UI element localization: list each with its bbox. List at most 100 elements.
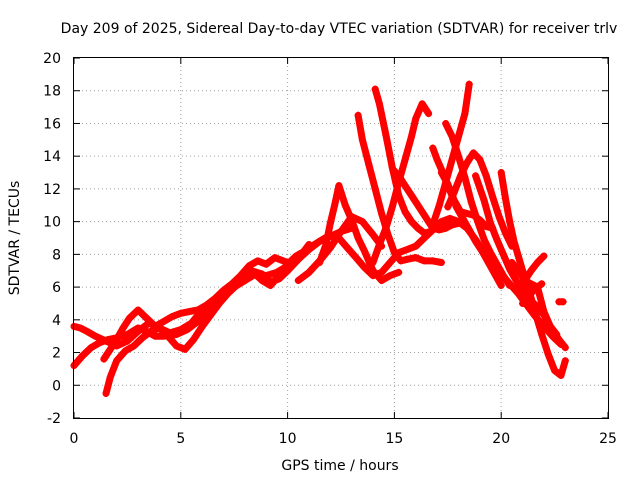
series-track: [371, 85, 458, 237]
y-tick-label: 0: [52, 378, 61, 394]
data-point: [497, 169, 505, 177]
data-point: [134, 324, 142, 332]
data-point: [151, 332, 159, 340]
data-point: [454, 152, 462, 160]
data-point: [561, 357, 569, 365]
data-point: [237, 272, 245, 280]
data-point: [487, 249, 495, 257]
data-point: [412, 242, 420, 250]
y-axis-label: SDTVAR / TECUs: [7, 181, 23, 296]
data-point: [173, 342, 181, 350]
data-point: [382, 224, 390, 232]
data-point: [474, 218, 482, 226]
data-point: [343, 244, 351, 252]
data-point: [87, 344, 95, 352]
y-tick-label: 16: [43, 116, 61, 132]
data-point: [450, 196, 458, 204]
data-point: [177, 309, 185, 317]
data-point: [202, 301, 210, 309]
x-tick-label: 0: [70, 431, 79, 447]
data-point: [407, 133, 415, 141]
data-point: [538, 280, 546, 288]
y-tick-label: 2: [52, 346, 61, 362]
data-point: [508, 259, 516, 267]
x-tick-label: 20: [492, 431, 510, 447]
data-point: [416, 205, 424, 213]
data-point: [164, 332, 172, 340]
data-point: [296, 252, 304, 260]
y-tick-label: 18: [43, 84, 61, 100]
data-point: [425, 110, 433, 118]
data-point: [123, 331, 131, 339]
data-point: [429, 144, 437, 152]
data-point: [181, 345, 189, 353]
data-point: [378, 277, 386, 285]
data-point: [138, 334, 146, 342]
data-point: [487, 219, 495, 227]
y-tick-label: 12: [43, 182, 61, 198]
data-point: [403, 255, 411, 263]
data-point: [410, 195, 418, 203]
data-point: [397, 257, 405, 265]
data-point: [467, 198, 475, 206]
data-point: [211, 295, 219, 303]
data-point: [378, 209, 386, 217]
data-point: [491, 270, 499, 278]
data-point: [326, 219, 334, 227]
data-point: [501, 195, 509, 203]
data-point: [386, 259, 394, 267]
data-point: [375, 100, 383, 108]
data-point: [482, 172, 490, 180]
data-point: [469, 149, 477, 157]
data-point: [412, 115, 420, 123]
data-point: [119, 324, 127, 332]
data-point: [437, 169, 445, 177]
series-6: [316, 182, 403, 285]
data-point: [198, 322, 206, 330]
data-point: [519, 286, 527, 294]
data-point: [480, 196, 488, 204]
data-point: [512, 277, 520, 285]
data-point: [275, 272, 283, 280]
data-point: [147, 327, 155, 335]
data-point: [375, 241, 383, 249]
data-point: [501, 229, 509, 237]
data-point: [215, 299, 223, 307]
data-point: [390, 167, 398, 175]
data-point: [126, 314, 134, 322]
data-point: [540, 252, 548, 260]
data-point: [521, 277, 529, 285]
data-point: [463, 159, 471, 167]
data-point: [190, 335, 198, 343]
data-point: [173, 331, 181, 339]
data-point: [369, 267, 377, 275]
data-point: [429, 221, 437, 229]
data-point: [538, 331, 546, 339]
series-3: [100, 241, 313, 363]
data-point: [371, 85, 379, 93]
data-point: [448, 221, 456, 229]
data-point: [121, 347, 129, 355]
data-point: [102, 389, 110, 397]
data-point: [489, 193, 497, 201]
data-point: [544, 350, 552, 358]
data-point: [435, 226, 443, 234]
data-point: [525, 291, 533, 299]
data-point: [506, 281, 514, 289]
data-point: [448, 155, 456, 163]
series-9: [369, 100, 433, 267]
data-point: [143, 314, 151, 322]
data-point: [360, 247, 368, 255]
data-point: [497, 281, 505, 289]
data-point: [151, 322, 159, 330]
data-point: [403, 185, 411, 193]
tick-layer: 0 5 10 15 20 25 -2 0 2 4 6 8 10 12 14 16 18 20: [43, 51, 617, 447]
data-point: [442, 224, 450, 232]
data-point: [422, 214, 430, 222]
data-point: [418, 100, 426, 108]
data-point: [267, 281, 275, 289]
y-tick-label: -2: [47, 411, 61, 427]
data-point: [83, 327, 91, 335]
data-point: [484, 259, 492, 267]
